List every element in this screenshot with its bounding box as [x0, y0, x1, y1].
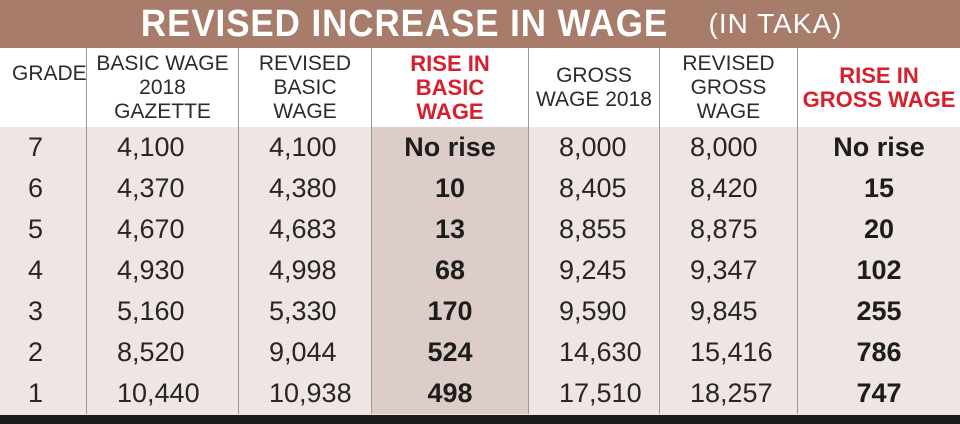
cell-rise-in-gross-wage: 255 — [798, 291, 960, 332]
header-revised-gross-wage: REVISED GROSS WAGE — [660, 48, 798, 127]
cell-revised-basic-wage: 4,683 — [239, 209, 372, 250]
page-subtitle: (IN TAKA) — [708, 8, 843, 39]
cell-revised-gross-wage: 9,347 — [660, 250, 798, 291]
cell-rise-in-gross-wage: 786 — [798, 332, 960, 373]
cell-rise-in-basic-wage: 498 — [372, 373, 529, 414]
cell-grade: 3 — [0, 291, 87, 332]
cell-basic-wage-2018: 8,520 — [87, 332, 239, 373]
cell-revised-basic-wage: 5,330 — [239, 291, 372, 332]
cell-revised-basic-wage: 4,998 — [239, 250, 372, 291]
cell-gross-wage-2018: 8,405 — [529, 168, 660, 209]
cell-basic-wage-2018: 10,440 — [87, 373, 239, 414]
cell-grade: 1 — [0, 373, 87, 414]
table-body: 7 4,100 4,100 No rise 8,000 8,000 No ris… — [0, 127, 960, 415]
table-header: GRADE BASIC WAGE 2018 GAZETTE REVISED BA… — [0, 48, 960, 127]
cell-gross-wage-2018: 9,590 — [529, 291, 660, 332]
cell-gross-wage-2018: 8,855 — [529, 209, 660, 250]
cell-revised-basic-wage: 10,938 — [239, 373, 372, 414]
cell-basic-wage-2018: 4,370 — [87, 168, 239, 209]
table-row: 4 4,930 4,998 68 9,245 9,347 102 — [0, 250, 960, 291]
cell-basic-wage-2018: 5,160 — [87, 291, 239, 332]
table-row: 2 8,520 9,044 524 14,630 15,416 786 — [0, 332, 960, 373]
cell-rise-in-basic-wage: 13 — [372, 209, 529, 250]
bottom-rule — [0, 415, 960, 424]
header-rise-in-gross-wage: RISE IN GROSS WAGE — [802, 62, 956, 112]
table-row: 6 4,370 4,380 10 8,405 8,420 15 — [0, 168, 960, 209]
cell-grade: 5 — [0, 209, 87, 250]
cell-gross-wage-2018: 8,000 — [529, 127, 660, 168]
cell-rise-in-basic-wage: 170 — [372, 291, 529, 332]
table-row: 7 4,100 4,100 No rise 8,000 8,000 No ris… — [0, 127, 960, 168]
cell-grade: 2 — [0, 332, 87, 373]
cell-revised-gross-wage: 8,875 — [660, 209, 798, 250]
cell-rise-in-gross-wage: No rise — [798, 127, 960, 168]
cell-grade: 7 — [0, 127, 87, 168]
header-revised-basic-wage: REVISED BASIC WAGE — [239, 48, 372, 127]
cell-revised-gross-wage: 8,420 — [660, 168, 798, 209]
cell-revised-basic-wage: 9,044 — [239, 332, 372, 373]
table-row: 5 4,670 4,683 13 8,855 8,875 20 — [0, 209, 960, 250]
cell-gross-wage-2018: 17,510 — [529, 373, 660, 414]
table-row: 1 10,440 10,938 498 17,510 18,257 747 — [0, 373, 960, 414]
header-basic-wage-2018: BASIC WAGE 2018 GAZETTE — [87, 48, 239, 127]
cell-rise-in-gross-wage: 20 — [798, 209, 960, 250]
cell-revised-basic-wage: 4,380 — [239, 168, 372, 209]
cell-revised-gross-wage: 15,416 — [660, 332, 798, 373]
cell-grade: 4 — [0, 250, 87, 291]
cell-revised-gross-wage: 9,845 — [660, 291, 798, 332]
cell-rise-in-basic-wage: 68 — [372, 250, 529, 291]
cell-revised-basic-wage: 4,100 — [239, 127, 372, 168]
header-gross-wage-2018: GROSS WAGE 2018 — [529, 48, 660, 127]
cell-rise-in-gross-wage: 102 — [798, 250, 960, 291]
cell-basic-wage-2018: 4,100 — [87, 127, 239, 168]
page-title: REVISED INCREASE IN WAGE — [140, 2, 668, 45]
title-bar: REVISED INCREASE IN WAGE (IN TAKA) — [0, 0, 960, 48]
cell-gross-wage-2018: 14,630 — [529, 332, 660, 373]
header-grade: GRADE — [0, 48, 87, 127]
cell-basic-wage-2018: 4,670 — [87, 209, 239, 250]
cell-rise-in-basic-wage: No rise — [372, 127, 529, 168]
cell-revised-gross-wage: 18,257 — [660, 373, 798, 414]
cell-rise-in-gross-wage: 747 — [798, 373, 960, 414]
cell-rise-in-basic-wage: 524 — [372, 332, 529, 373]
cell-rise-in-gross-wage: 15 — [798, 168, 960, 209]
cell-basic-wage-2018: 4,930 — [87, 250, 239, 291]
cell-gross-wage-2018: 9,245 — [529, 250, 660, 291]
cell-rise-in-basic-wage: 10 — [372, 168, 529, 209]
cell-grade: 6 — [0, 168, 87, 209]
cell-revised-gross-wage: 8,000 — [660, 127, 798, 168]
table-row: 3 5,160 5,330 170 9,590 9,845 255 — [0, 291, 960, 332]
header-rise-in-basic-wage: RISE IN BASIC WAGE — [372, 48, 529, 127]
